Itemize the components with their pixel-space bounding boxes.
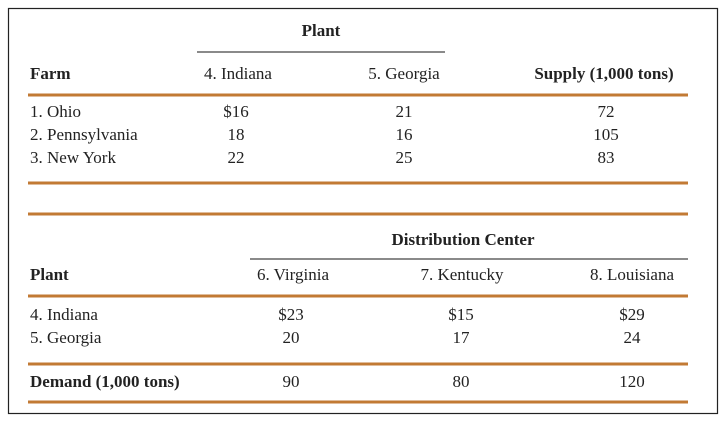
column-header: 5. Georgia bbox=[368, 64, 440, 83]
cell: $29 bbox=[619, 305, 645, 324]
cell: 80 bbox=[453, 372, 470, 391]
row-label: 1. Ohio bbox=[30, 102, 81, 121]
row-label: 5. Georgia bbox=[30, 328, 102, 347]
cell: 25 bbox=[396, 148, 413, 167]
cell: $16 bbox=[223, 102, 249, 121]
row-label: 3. New York bbox=[30, 148, 116, 167]
cell: 105 bbox=[593, 125, 619, 144]
cell: $15 bbox=[448, 305, 474, 324]
row-label: 4. Indiana bbox=[30, 305, 98, 324]
column-header: Plant bbox=[30, 265, 69, 284]
column-header: 7. Kentucky bbox=[420, 265, 504, 284]
cell: 16 bbox=[396, 125, 413, 144]
cell: 21 bbox=[396, 102, 413, 121]
column-header: Farm bbox=[30, 64, 71, 83]
cell: 72 bbox=[598, 102, 615, 121]
group-header: Distribution Center bbox=[391, 230, 535, 249]
cell: 17 bbox=[453, 328, 471, 347]
cell: 83 bbox=[598, 148, 615, 167]
cell: 22 bbox=[228, 148, 245, 167]
column-header: 8. Louisiana bbox=[590, 265, 674, 284]
cell: 24 bbox=[624, 328, 642, 347]
column-header: Supply (1,000 tons) bbox=[534, 64, 673, 83]
cell: 120 bbox=[619, 372, 645, 391]
cell: 90 bbox=[283, 372, 300, 391]
cell: 18 bbox=[228, 125, 245, 144]
cell: 20 bbox=[283, 328, 300, 347]
column-header: 6. Virginia bbox=[257, 265, 329, 284]
column-header: 4. Indiana bbox=[204, 64, 272, 83]
frame bbox=[7, 7, 719, 415]
row-label: Demand (1,000 tons) bbox=[30, 372, 180, 391]
group-header: Plant bbox=[302, 21, 341, 40]
row-label: 2. Pennsylvania bbox=[30, 125, 138, 144]
cell: $23 bbox=[278, 305, 304, 324]
